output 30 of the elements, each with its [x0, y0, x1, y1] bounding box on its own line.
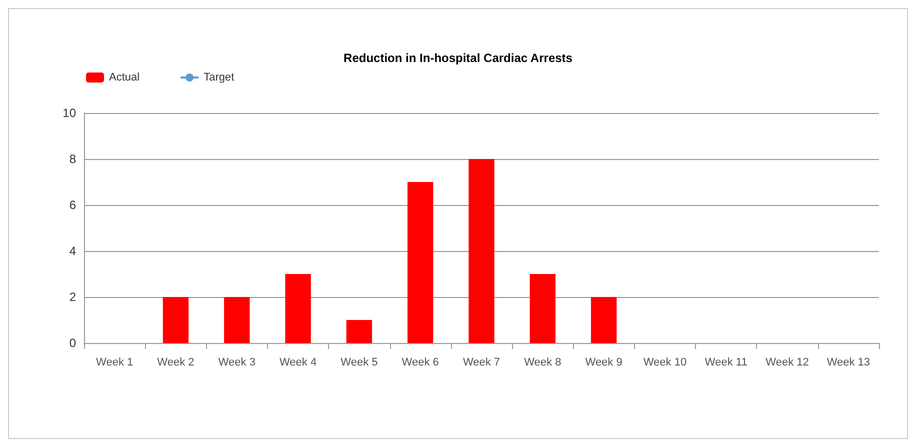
x-tick-label: Week 9 — [585, 356, 622, 368]
legend-label: Actual — [109, 72, 140, 84]
bar — [285, 274, 311, 343]
legend-label: Target — [204, 72, 234, 84]
y-tick-label: 2 — [69, 290, 76, 304]
x-tick-label: Week 2 — [157, 356, 194, 368]
chart-title: Reduction in In-hospital Cardiac Arrests — [344, 51, 573, 65]
y-tick-label: 6 — [69, 198, 76, 212]
y-tick-label: 0 — [69, 336, 76, 350]
bar — [590, 297, 617, 343]
bar — [530, 274, 556, 343]
x-tick-label: Week 11 — [704, 356, 748, 368]
bar — [468, 159, 494, 343]
bar — [162, 297, 189, 343]
x-tick-label: Week 6 — [402, 356, 439, 368]
x-tick-label: Week 12 — [766, 356, 809, 368]
bar — [224, 297, 250, 343]
x-tick-label: Week 7 — [462, 356, 500, 368]
x-tick-label: Week 13 — [826, 356, 870, 368]
y-tick-label: 4 — [69, 244, 76, 258]
x-tick-label: Week 3 — [218, 356, 256, 368]
x-tick-label: Week 5 — [340, 356, 378, 368]
bar — [346, 320, 372, 343]
y-tick-label: 10 — [62, 106, 76, 120]
x-tick-label: Week 4 — [279, 356, 317, 368]
x-tick-label: Week 1 — [96, 356, 134, 368]
x-tick-label: Week 10 — [643, 356, 687, 368]
x-tick-label: Week 8 — [524, 356, 562, 368]
bar — [408, 182, 434, 343]
y-tick-label: 8 — [69, 152, 76, 166]
